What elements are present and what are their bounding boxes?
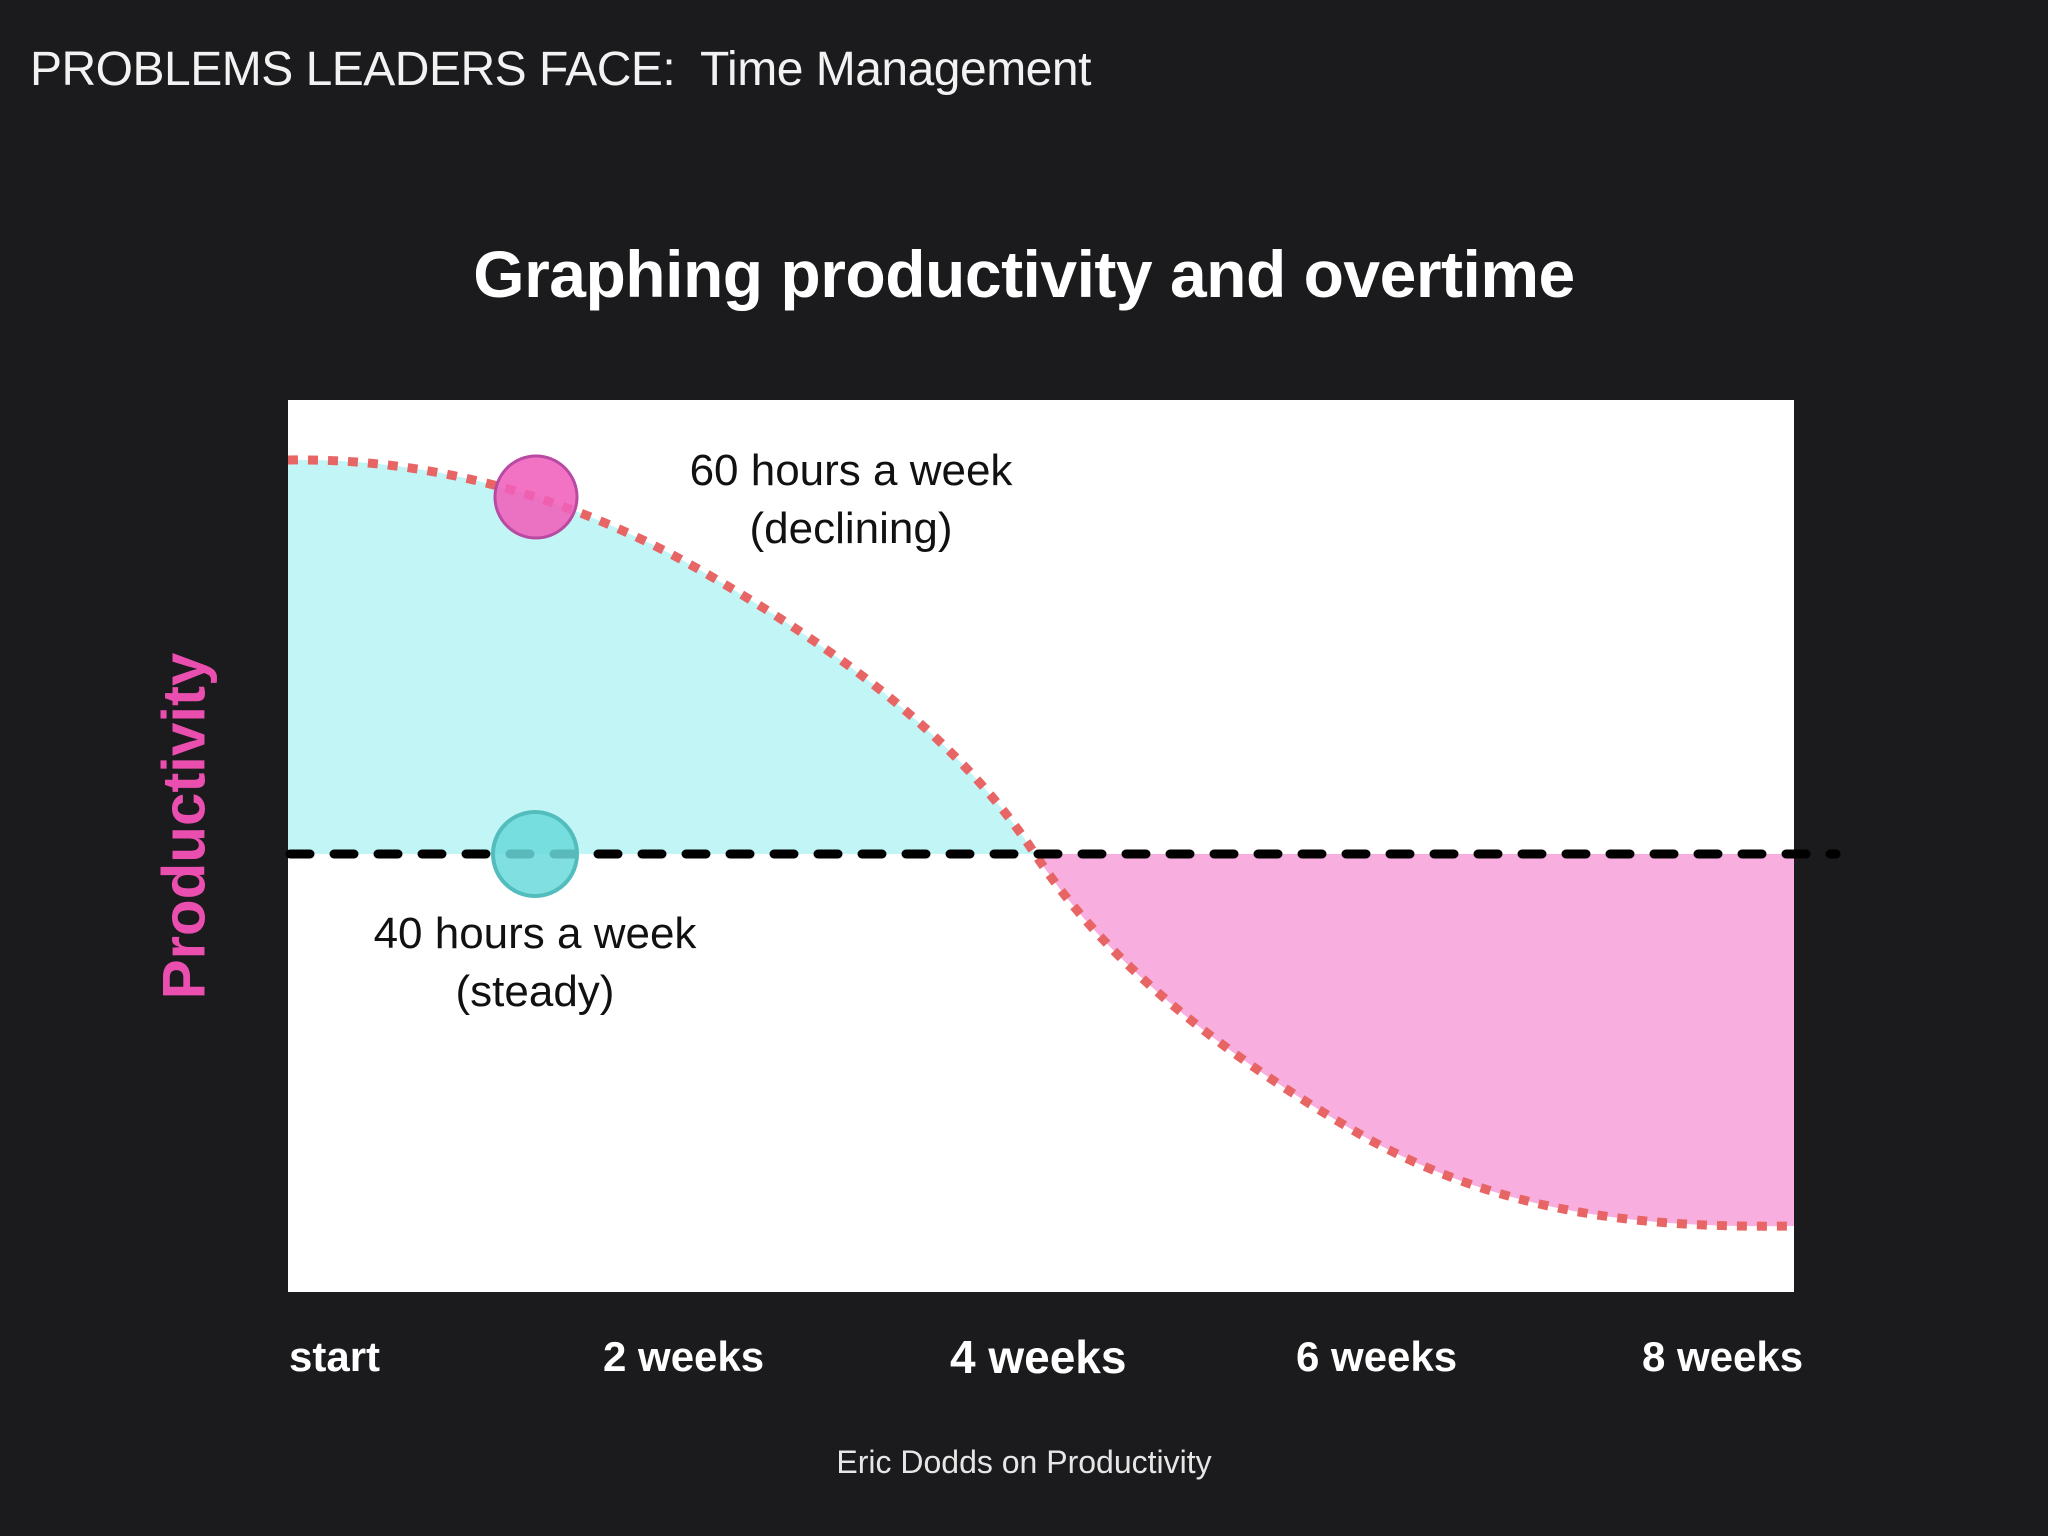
annotation-60-line1: 60 hours a week xyxy=(689,446,1013,495)
annotation-40-line1: 40 hours a week xyxy=(373,909,697,958)
marker-60-hours xyxy=(493,454,579,540)
loss-region xyxy=(1035,854,1794,1227)
chart-title: Graphing productivity and overtime xyxy=(473,237,1575,311)
annotation-60-line2: (declining) xyxy=(749,504,953,553)
x-tick-start: start xyxy=(289,1333,381,1380)
annotation-40-line2: (steady) xyxy=(455,967,615,1016)
x-tick-2-weeks: 2 weeks xyxy=(603,1333,765,1380)
slide-header: PROBLEMS LEADERS FACE: Time Management xyxy=(30,43,1091,96)
annotation-60-hours: 60 hours a week (declining) xyxy=(688,442,1014,558)
gain-region xyxy=(288,459,1035,854)
marker-40-hours xyxy=(491,810,579,898)
x-tick-6-weeks: 6 weeks xyxy=(1296,1333,1458,1380)
x-tick-4-weeks: 4 weeks xyxy=(950,1331,1127,1383)
annotation-40-hours: 40 hours a week (steady) xyxy=(372,905,698,1021)
declining-line xyxy=(287,455,1795,1231)
slide-footer: Eric Dodds on Productivity xyxy=(836,1444,1212,1480)
x-tick-8-weeks: 8 weeks xyxy=(1642,1333,1804,1380)
